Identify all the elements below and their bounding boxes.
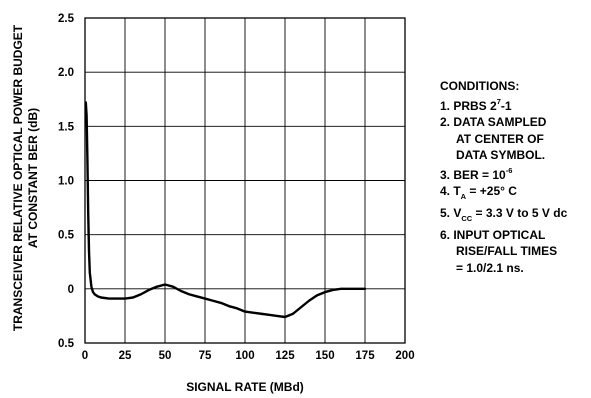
- condition-6-line3: = 1.0/2.1 ns.: [456, 260, 524, 275]
- y-axis-label-line1: TRANSCEIVER RELATIVE OPTICAL POWER BUDGE…: [11, 24, 25, 331]
- x-tick-label: 175: [355, 350, 375, 362]
- x-tick-label: 125: [275, 350, 295, 362]
- condition-1: 1. PRBS 27-1: [440, 96, 512, 113]
- conditions-panel: CONDITIONS: 1. PRBS 27-1 2. DATA SAMPLED…: [440, 78, 590, 276]
- condition-2-line3: DATA SYMBOL.: [456, 148, 546, 162]
- condition-4: 4. TA = +25° C: [440, 184, 517, 202]
- y-tick-label: 1.0: [58, 176, 74, 188]
- grid: [85, 18, 405, 343]
- y-tick-labels: 2.5 2.0 1.5 1.0 0.5 0 0.5: [58, 13, 75, 350]
- x-tick-label: 50: [159, 350, 172, 362]
- x-tick-label: 0: [82, 350, 88, 362]
- condition-3: 3. BER = 10-6: [440, 165, 513, 182]
- x-tick-label: 25: [119, 350, 132, 362]
- y-tick-label: 2.0: [58, 67, 74, 79]
- condition-2-line2: AT CENTER OF: [456, 131, 544, 146]
- conditions-title: CONDITIONS:: [440, 79, 520, 93]
- x-tick-labels: 0 25 50 75 100 125 150 175 200: [82, 350, 415, 362]
- y-tick-label: 2.5: [58, 13, 75, 25]
- y-tick-label: 0.5: [58, 338, 75, 350]
- condition-5: 5. VCC = 3.3 V to 5 V dc: [440, 205, 568, 224]
- x-tick-label: 150: [315, 350, 334, 362]
- y-axis-label-line2: AT CONSTANT BER (dB): [26, 108, 40, 248]
- x-axis-label: SIGNAL RATE (MBd): [186, 380, 304, 394]
- condition-6-line2: RISE/FALL TIMES: [456, 244, 558, 259]
- condition-6-line1: 6. INPUT OPTICAL: [440, 227, 546, 242]
- x-tick-label: 75: [199, 350, 212, 362]
- y-tick-label: 0: [68, 284, 74, 296]
- condition-2-line1: 2. DATA SAMPLED: [440, 115, 547, 129]
- y-tick-label: 0.5: [58, 230, 75, 242]
- chart: 2.5 2.0 1.5 1.0 0.5 0 0.5 0 25 50 75 100 125 150 175 2…: [11, 13, 415, 394]
- plot-frame: [84, 17, 406, 344]
- x-tick-label: 100: [235, 350, 254, 362]
- series-line: [84, 101, 367, 319]
- y-tick-label: 1.5: [58, 121, 75, 133]
- x-tick-label: 200: [395, 350, 414, 362]
